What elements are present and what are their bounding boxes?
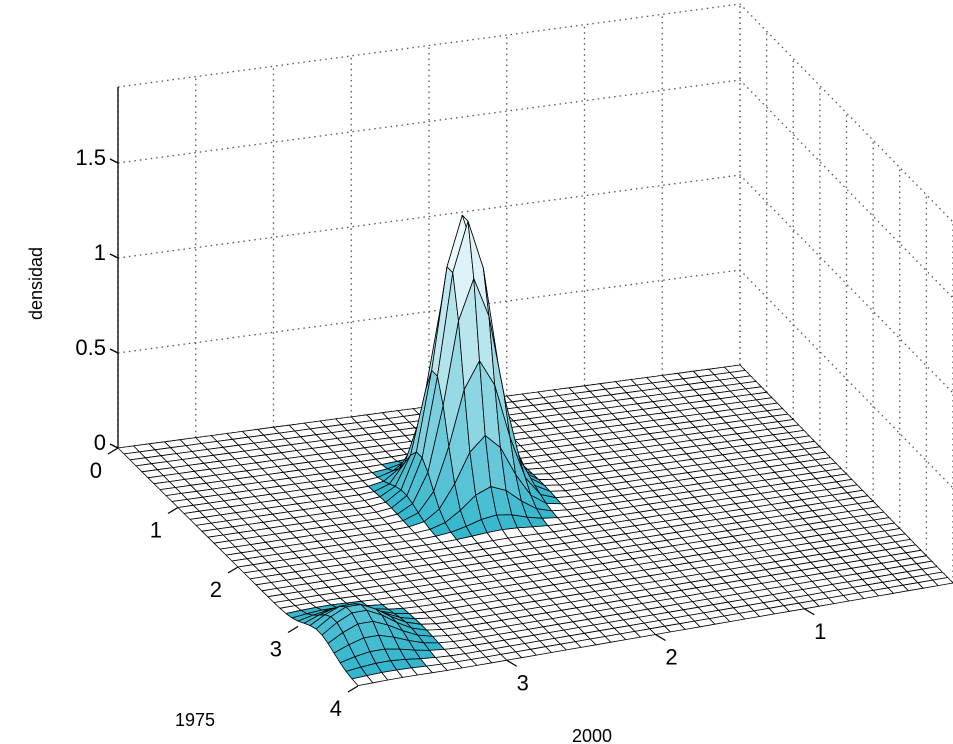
x-tick [167,506,179,515]
x-tick [347,685,359,693]
y-tick [803,608,815,616]
x-tick-label: 3 [270,637,282,662]
z-level-gridline [117,174,953,394]
z-tick [109,443,119,449]
x-tick-label: 0 [90,458,102,483]
z-level-gridline [117,3,953,223]
x-tick [107,447,119,455]
axis-ticks: 00.511.5012340123 [75,145,953,721]
y-tick-label: 2 [665,645,677,670]
x-axis-label: 1975 [175,710,215,730]
surface-cell [932,577,953,586]
z-tick-label: 0 [94,430,106,455]
axis-labels: 1975 2000 densidad [26,247,612,744]
x-tick-label: 4 [330,696,342,721]
y-tick [506,659,518,667]
x-tick-label: 1 [150,518,162,543]
z-tick-label: 1.5 [75,145,106,170]
y-tick-label: 3 [517,670,529,695]
density-surface [117,214,953,686]
y-tick [655,633,666,642]
z-tick [109,253,119,259]
z-axis-label: densidad [26,247,46,320]
z-level-gridline [117,79,953,299]
z-tick-label: 1 [94,240,106,265]
y-tick-label: 1 [814,619,826,644]
y-axis-label: 2000 [572,726,612,744]
x-tick [287,625,299,634]
z-level-gridline [117,269,953,489]
x-tick [227,566,239,574]
x-tick-label: 2 [210,577,222,602]
z-tick-label: 0.5 [75,335,106,360]
z-tick [109,158,119,164]
z-tick [109,348,119,354]
